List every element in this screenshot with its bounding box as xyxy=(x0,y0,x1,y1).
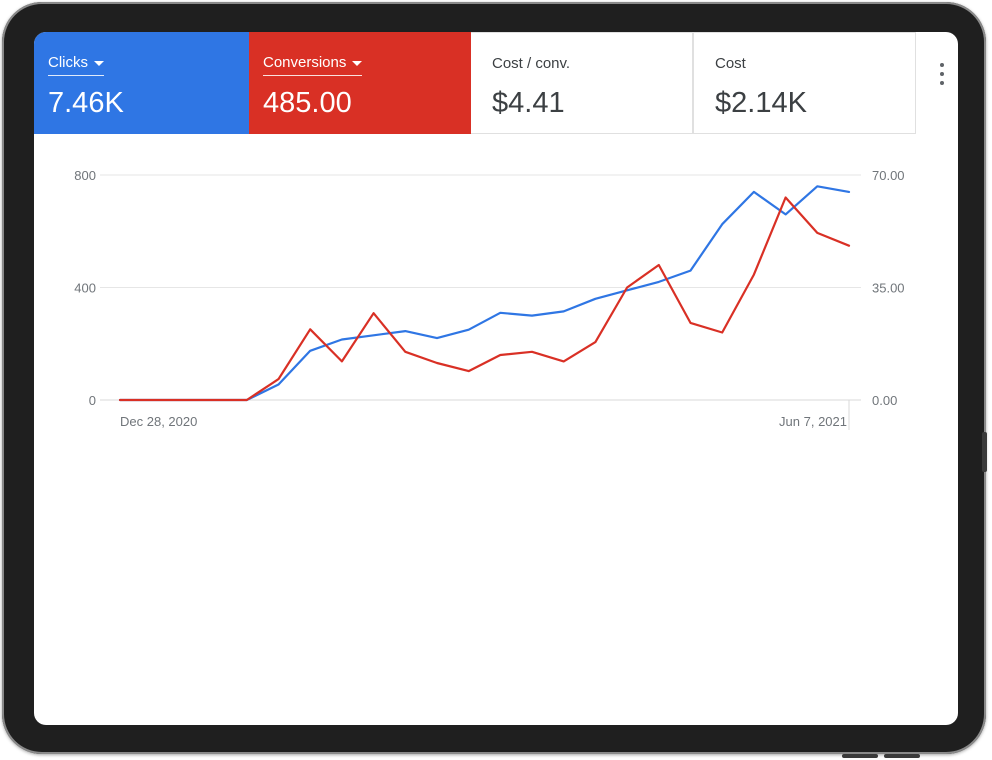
x-end-label: Jun 7, 2021 xyxy=(779,414,847,429)
bottom-button-right xyxy=(884,754,920,758)
clicks-value: 7.46K xyxy=(48,87,124,119)
line-chart: 800 70.00 400 35.00 0 0.00 Dec 28, 2020 Jun 7, … xyxy=(74,168,905,430)
series-line-conversions xyxy=(118,196,851,402)
metric-cards: Clicks 7.46K Conversions 485.00 Cost / c… xyxy=(34,32,958,134)
cost-per-conv-value: $4.41 xyxy=(492,87,565,119)
left-tick-label: 400 xyxy=(74,281,96,296)
cost-card[interactable]: Cost $2.14K xyxy=(693,32,916,134)
conversions-value: 485.00 xyxy=(263,87,352,119)
left-tick-label: 800 xyxy=(74,168,96,183)
left-tick-label: 0 xyxy=(89,393,96,408)
more-vert-icon[interactable] xyxy=(932,60,952,88)
bottom-button-left xyxy=(842,754,878,758)
clicks-label: Clicks xyxy=(48,54,88,71)
clicks-dropdown[interactable]: Clicks xyxy=(48,54,104,76)
right-tick-label: 35.00 xyxy=(872,281,905,296)
right-tick-label: 0.00 xyxy=(872,393,897,408)
right-tick-label: 70.00 xyxy=(872,168,905,183)
cost-label: Cost xyxy=(715,55,746,72)
series-line-clicks xyxy=(118,185,851,402)
cost-value: $2.14K xyxy=(715,87,807,119)
clicks-card[interactable]: Clicks 7.46K xyxy=(34,32,249,134)
x-start-label: Dec 28, 2020 xyxy=(120,414,197,429)
screen: Clicks 7.46K Conversions 485.00 Cost / c… xyxy=(34,32,958,725)
side-button xyxy=(982,432,987,472)
conversions-dropdown[interactable]: Conversions xyxy=(263,54,363,76)
cost-per-conv-card[interactable]: Cost / conv. $4.41 xyxy=(471,32,693,134)
conversions-label: Conversions xyxy=(263,54,347,71)
caret-down-icon xyxy=(352,60,363,66)
conversions-card[interactable]: Conversions 485.00 xyxy=(249,32,471,134)
cost-per-conv-label: Cost / conv. xyxy=(492,55,571,72)
caret-down-icon xyxy=(94,60,104,66)
